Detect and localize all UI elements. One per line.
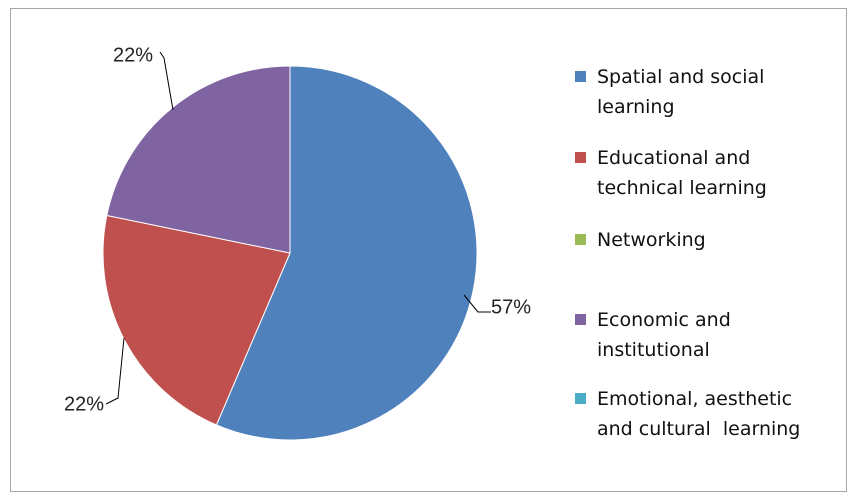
legend-swatch-emotional-aesthetic-cultural xyxy=(575,393,586,404)
legend-label-spatial-social: Spatial and social learning xyxy=(597,66,765,118)
legend-swatch-networking xyxy=(575,234,586,245)
pie-slice-4 xyxy=(106,65,291,254)
legend-label-networking: Networking xyxy=(597,229,706,251)
pie-slices xyxy=(102,65,478,441)
legend-swatch-spatial-social xyxy=(575,71,586,82)
data-label-4: 22% xyxy=(113,44,153,66)
leader-line-1 xyxy=(463,294,491,313)
legend-label-economic-institutional: Economic and institutional xyxy=(597,309,731,361)
data-label-1: 57% xyxy=(491,296,531,318)
pie-slice-2 xyxy=(102,214,291,426)
legend-label-emotional-aesthetic-cultural: Emotional, aesthetic and cultural learni… xyxy=(597,388,801,440)
data-label-2: 22% xyxy=(64,393,104,415)
leader-line-4 xyxy=(159,51,174,111)
leader-line-2 xyxy=(105,337,125,405)
data-labels: 57% 22% 22% xyxy=(64,44,531,415)
legend-swatch-economic-institutional xyxy=(575,314,586,325)
leader-lines xyxy=(105,51,491,405)
legend-label-educational-technical: Educational and technical learning xyxy=(597,147,767,199)
legend-swatch-educational-technical xyxy=(575,152,586,163)
pie-slice-1 xyxy=(215,65,478,441)
